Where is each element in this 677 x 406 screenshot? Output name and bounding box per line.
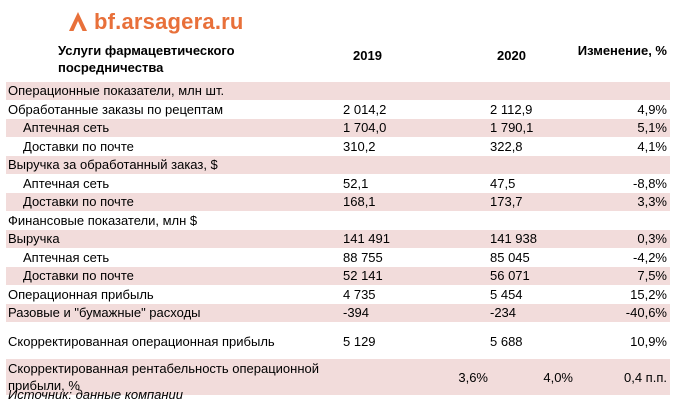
row-label: Обработанные заказы по рецептам bbox=[8, 102, 224, 117]
value-2020 bbox=[490, 156, 575, 175]
value-2020: -234 bbox=[490, 304, 575, 323]
header-2020: 2020 bbox=[497, 48, 526, 63]
table-row: Аптечная сеть 52,1 47,5 -8,8% bbox=[6, 175, 670, 194]
data-table: Операционные показатели, млн шт. Обработ… bbox=[6, 82, 670, 395]
value-change: -8,8% bbox=[633, 176, 667, 191]
row-label: Скорректированная рентабельность операци… bbox=[6, 359, 343, 395]
value-change bbox=[575, 82, 670, 101]
row-label: Аптечная сеть bbox=[23, 176, 110, 191]
value-2019 bbox=[343, 212, 490, 231]
value-2019: 52 141 bbox=[343, 267, 490, 286]
table-row: Операционные показатели, млн шт. bbox=[6, 82, 670, 101]
value-change: 15,2% bbox=[630, 287, 667, 302]
value-2020: 5 688 bbox=[490, 333, 523, 349]
value-change bbox=[575, 156, 670, 175]
row-label: Разовые и "бумажные" расходы bbox=[6, 304, 343, 323]
value-2020 bbox=[490, 82, 575, 101]
table-row: Доставки по почте 310,2 322,8 4,1% bbox=[6, 138, 670, 157]
row-label: Аптечная сеть bbox=[23, 250, 110, 265]
table-row: Доставки по почте 168,1 173,7 3,3% bbox=[6, 193, 670, 212]
value-change bbox=[575, 212, 670, 231]
logo-text: bf.arsagera.ru bbox=[94, 9, 244, 34]
value-2020: 47,5 bbox=[490, 176, 516, 191]
value-2019: 4 735 bbox=[343, 287, 376, 302]
arsagera-logo-icon bbox=[69, 12, 87, 31]
value-change: 3,3% bbox=[575, 193, 670, 212]
table-row: Выручка 141 491 141 938 0,3% bbox=[6, 230, 670, 249]
source-note: Источник: данные компании bbox=[8, 387, 184, 402]
header-2019: 2019 bbox=[353, 48, 382, 63]
value-2019: 5 129 bbox=[343, 333, 376, 349]
table-row: Обработанные заказы по рецептам 2 014,2 … bbox=[6, 101, 670, 120]
value-2020 bbox=[490, 212, 575, 231]
value-2019: 141 491 bbox=[343, 230, 490, 249]
value-change: 5,1% bbox=[575, 119, 670, 138]
row-label: Доставки по почте bbox=[6, 193, 343, 212]
header-metric: Услуги фармацевтического посредничества bbox=[58, 43, 235, 75]
table-row: Скорректированная операционная прибыль 5… bbox=[6, 323, 670, 360]
value-change: -4,2% bbox=[633, 250, 667, 265]
header-change: Изменение, % bbox=[577, 43, 667, 58]
table-row: Операционная прибыль 4 735 5 454 15,2% bbox=[6, 286, 670, 305]
value-2019: 168,1 bbox=[343, 193, 490, 212]
value-2020: 56 071 bbox=[490, 267, 575, 286]
value-2019: 2 014,2 bbox=[343, 102, 387, 117]
value-2019: 52,1 bbox=[343, 176, 369, 191]
row-label: Скорректированная операционная прибыль bbox=[8, 333, 275, 349]
table-row: Аптечная сеть 88 755 85 045 -4,2% bbox=[6, 249, 670, 268]
row-label: Выручка bbox=[6, 230, 343, 249]
table-row: Разовые и "бумажные" расходы -394 -234 -… bbox=[6, 304, 670, 323]
value-2020: 1 790,1 bbox=[490, 119, 575, 138]
site-logo: bf.arsagera.ru bbox=[68, 9, 244, 35]
row-label: Операционная прибыль bbox=[8, 287, 154, 302]
value-2020: 85 045 bbox=[490, 250, 530, 265]
table-row: Доставки по почте 52 141 56 071 7,5% bbox=[6, 267, 670, 286]
row-label: Доставки по почте bbox=[6, 267, 343, 286]
value-2019: 3,6% bbox=[343, 359, 490, 395]
table-row: Аптечная сеть 1 704,0 1 790,1 5,1% bbox=[6, 119, 670, 138]
row-label: Выручка за обработанный заказ, $ bbox=[6, 156, 343, 175]
row-label: Операционные показатели, млн шт. bbox=[6, 82, 343, 101]
value-2019: -394 bbox=[343, 304, 490, 323]
value-2020: 2 112,9 bbox=[490, 102, 533, 117]
table-row: Выручка за обработанный заказ, $ bbox=[6, 156, 670, 175]
value-change: 10,9% bbox=[630, 333, 667, 349]
row-label: Аптечная сеть bbox=[6, 119, 343, 138]
row-label: Доставки по почте bbox=[23, 139, 134, 154]
value-change: -40,6% bbox=[575, 304, 670, 323]
value-2019 bbox=[343, 82, 490, 101]
value-change: 0,3% bbox=[575, 230, 670, 249]
value-2020: 141 938 bbox=[490, 230, 575, 249]
value-2019 bbox=[343, 156, 490, 175]
value-2019: 1 704,0 bbox=[343, 119, 490, 138]
table-row: Скорректированная рентабельность операци… bbox=[6, 359, 670, 395]
value-2019: 310,2 bbox=[343, 139, 376, 154]
value-change: 0,4 п.п. bbox=[575, 359, 670, 395]
value-change: 7,5% bbox=[575, 267, 670, 286]
value-2020: 322,8 bbox=[490, 139, 523, 154]
table-row: Финансовые показатели, млн $ bbox=[6, 212, 670, 231]
value-2019: 88 755 bbox=[343, 250, 383, 265]
value-2020: 5 454 bbox=[490, 287, 523, 302]
row-label: Финансовые показатели, млн $ bbox=[8, 213, 198, 228]
value-2020: 173,7 bbox=[490, 193, 575, 212]
value-2020: 4,0% bbox=[490, 359, 575, 395]
value-change: 4,9% bbox=[637, 102, 667, 117]
value-change: 4,1% bbox=[637, 139, 667, 154]
